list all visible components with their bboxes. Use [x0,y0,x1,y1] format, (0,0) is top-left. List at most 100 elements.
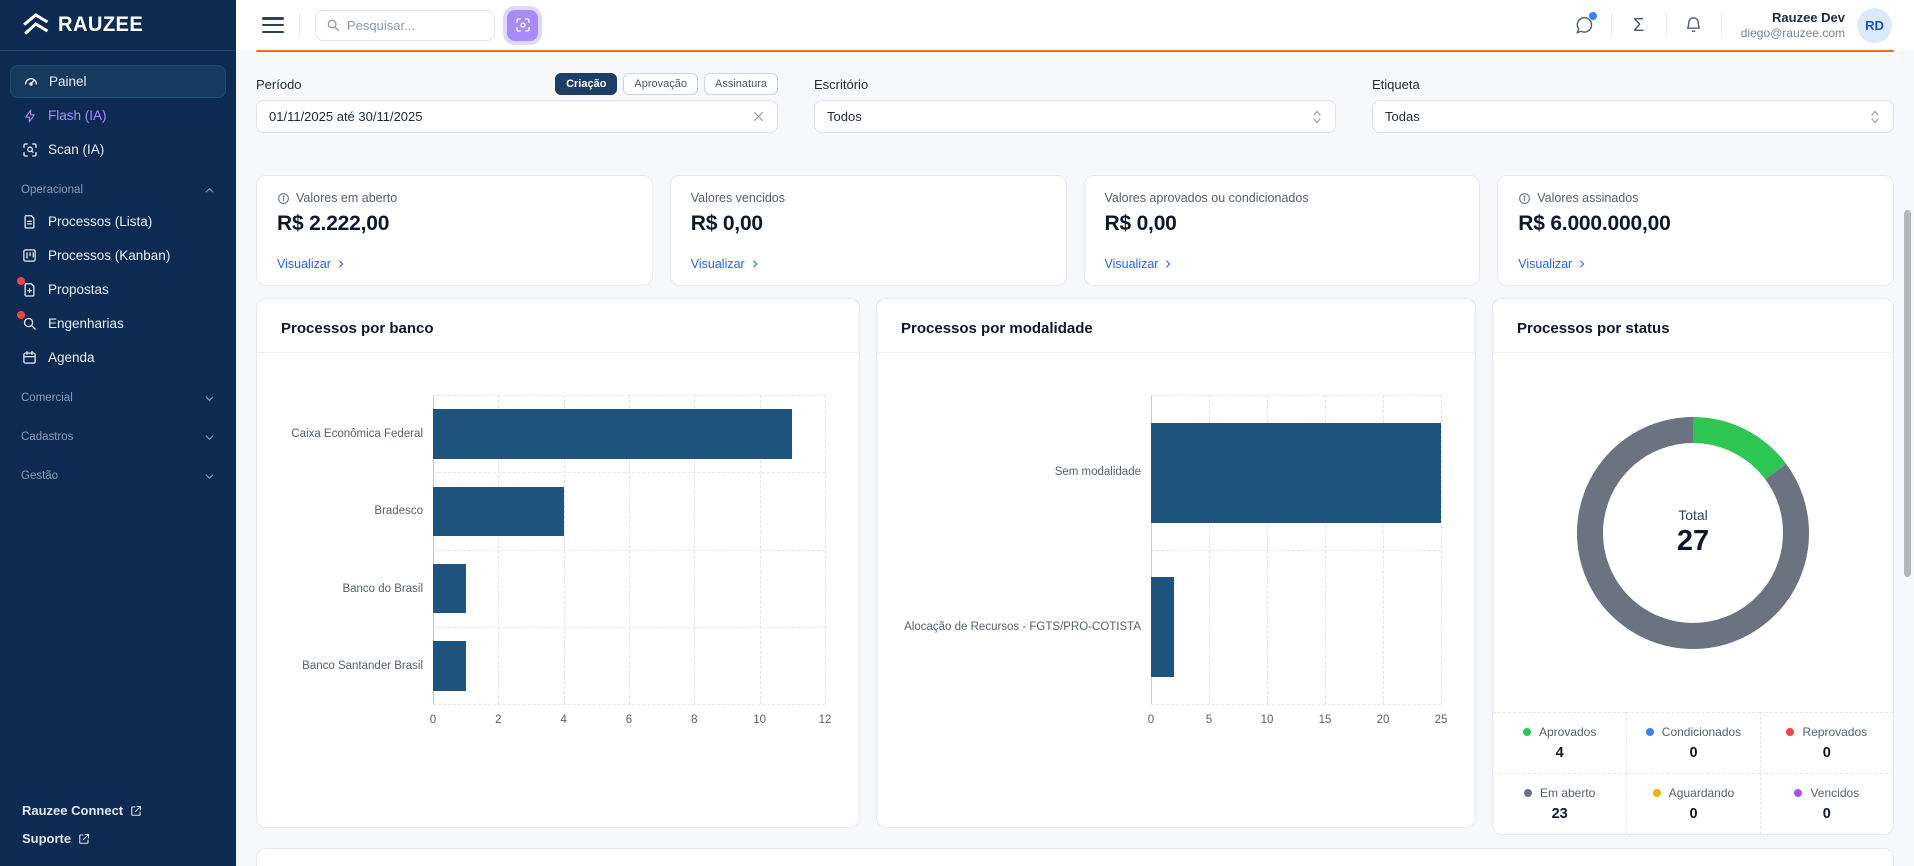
bar [433,641,466,691]
visualizar-link[interactable]: Visualizar [691,257,1046,271]
axis-tick-label: 4 [560,714,567,726]
legend-item-vencidos: Vencidos 0 [1759,773,1893,834]
legend-item-aprovados: Aprovados 4 [1493,712,1627,773]
legend-item-em-aberto: Em aberto 23 [1493,773,1627,834]
sidebar-item-processos-lista[interactable]: Processos (Lista) [10,205,226,238]
legend-label: Aprovados [1538,725,1597,739]
sidebar-item-agenda[interactable]: Agenda [10,341,226,374]
gauge-icon [22,73,39,90]
clear-icon[interactable] [752,110,765,123]
axis-tick-label: 2 [495,714,502,726]
visualizar-link[interactable]: Visualizar [277,257,632,271]
sidebar-item-scan-ia[interactable]: Scan (IA) [10,133,226,166]
card-value: R$ 0,00 [690,212,763,235]
lightning-icon [21,107,38,124]
axis-tick-label: 0 [429,714,437,726]
search-input[interactable] [347,17,477,33]
axis-tick-label: 10 [1260,714,1274,726]
axis-tick-label: 8 [691,714,698,726]
escritorio-filter: Escritório Todos [814,74,1336,133]
sidebar-section-comercial[interactable]: Comercial [10,383,226,413]
escritorio-label: Escritório [814,76,869,92]
info-icon[interactable] [277,192,290,205]
external-link-icon [78,833,90,845]
legend-dot [1794,789,1803,797]
user-email: diego@rauzee.com [1740,26,1845,40]
sidebar-item-label: Processos (Kanban) [48,248,171,263]
axis-tick-label: 12 [818,714,832,726]
card-value: R$ 2.222,00 [277,212,390,235]
notification-dot [17,311,25,319]
sidebar-section-gestao[interactable]: Gestão [10,461,226,491]
gridline [825,395,826,704]
tab-assinatura[interactable]: Assinatura [704,73,778,95]
axis-tick-label: 25 [1434,714,1448,726]
legend-value: 0 [1822,806,1831,822]
user-menu[interactable]: Rauzee Dev diego@rauzee.com [1741,10,1845,40]
filter-bar: Período Criação Aprovação Assinatura 01/… [256,73,1894,133]
axis-tick-label: 15 [1318,714,1332,726]
legend-item-aguardando: Aguardando 0 [1626,773,1760,834]
bar-chart-banco: Caixa Econômica Federal Bradesco Banco do … [257,353,859,730]
sidebar-nav: Painel Flash (IA) Scan (IA) Operacional … [0,51,236,491]
charts-row: Processos por banco Caixa Econômica Fede… [256,298,1894,835]
select-chevrons-icon [1311,109,1323,125]
chat-icon[interactable] [1572,12,1597,37]
sidebar-item-flash-ia[interactable]: Flash (IA) [10,99,226,132]
chevron-down-icon [204,432,215,443]
chart-processos-por-status: Processos por status Total 27 Aprovados 4… [1492,298,1894,835]
card-value: R$ 0,00 [1104,212,1177,235]
app-logo-text: RAUZEE [58,13,144,36]
hamburger-menu-button[interactable] [262,17,284,33]
escritorio-select[interactable]: Todos [814,100,1336,133]
avatar[interactable]: RD [1857,7,1892,43]
tab-criacao[interactable]: Criação [555,73,618,95]
card-valores-em-aberto: Valores em aberto R$ 2.222,00 Visualizar [256,175,653,286]
donut-segment-em-aberto [1577,416,1809,649]
document-plus-icon [17,277,38,298]
sidebar-item-label: Agenda [48,350,95,365]
info-icon[interactable] [1518,192,1531,205]
tab-aprovacao[interactable]: Aprovação [623,73,699,95]
suporte-link[interactable]: Suporte [22,831,214,846]
sidebar-item-processos-kanban[interactable]: Processos (Kanban) [10,239,226,272]
etiqueta-select[interactable]: Todas [1372,100,1894,133]
legend-dot [1786,728,1795,736]
app-logo[interactable]: RAUZEE [0,0,236,51]
magnifier-icon [17,311,38,332]
visualizar-link[interactable]: Visualizar [1105,257,1460,271]
visualizar-link[interactable]: Visualizar [1518,257,1873,271]
legend-dot [1523,789,1532,797]
legend-label: Vencidos [1810,786,1860,800]
bar-category-label: Bradesco [374,505,423,518]
search-box[interactable] [315,9,495,41]
vertical-scrollbar[interactable] [1904,210,1911,577]
axis-tick-label: 0 [1147,714,1155,726]
legend-label: Aguardando [1668,786,1735,800]
sidebar-footer: Rauzee Connect Suporte [0,803,236,866]
kanban-icon [21,247,38,264]
periodo-label: Período [256,76,302,92]
legend-label: Reprovados [1802,725,1868,739]
chart-title: Processos por banco [257,299,859,353]
date-range-input[interactable]: 01/11/2025 até 30/11/2025 [256,100,778,133]
sidebar-item-engenharias[interactable]: Engenharias [10,307,226,340]
divider [1720,13,1722,37]
sidebar-item-label: Propostas [48,282,109,297]
card-label: Valores aprovados ou condicionados [1104,191,1309,205]
card-value: R$ 6.000.000,00 [1518,212,1671,235]
scan-icon [21,141,38,158]
chart-processos-por-modalidade: Processos por modalidade Sem modalidade A… [876,298,1476,828]
ai-scan-button[interactable] [507,9,538,41]
divider [299,13,300,37]
card-label: Valores vencidos [690,191,786,205]
bell-icon[interactable] [1682,13,1706,37]
rauzee-logo-icon [22,13,49,37]
sidebar-item-propostas[interactable]: Propostas [10,273,226,306]
sidebar-item-painel[interactable]: Painel [10,65,226,98]
sidebar-section-cadastros[interactable]: Cadastros [10,422,226,452]
legend-value: 23 [1551,806,1568,822]
rauzee-connect-link[interactable]: Rauzee Connect [22,803,214,818]
sidebar-section-operacional[interactable]: Operacional [10,175,226,205]
sigma-icon[interactable]: Σ [1633,14,1645,35]
